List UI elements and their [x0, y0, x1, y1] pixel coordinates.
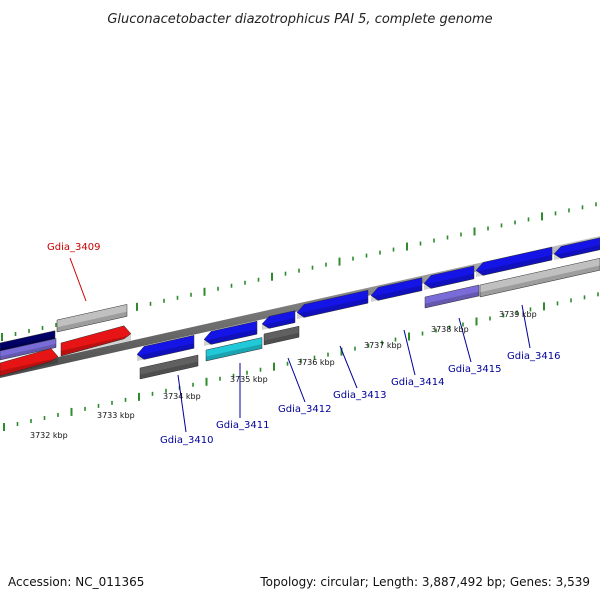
gene-gdia-3414-shade — [371, 285, 422, 302]
gene-rev-darkgray-2 — [263, 325, 300, 346]
gene-label-gdia-3416[interactable]: Gdia_3416 — [507, 351, 560, 362]
gene-gdia-3410-shade — [137, 343, 194, 361]
gene-rev-red-1 — [0, 348, 59, 377]
gene-rev-darkgray-2-shade — [264, 332, 299, 345]
gene-rev-lavender-2-shade — [425, 291, 479, 308]
gene-gdia-3417 — [553, 237, 600, 259]
gene-label-gdia-3412[interactable]: Gdia_3412 — [278, 404, 331, 415]
gene-rev-cyan-shade — [206, 344, 262, 361]
gene-labels: Gdia_3409 Gdia_3410 Gdia_3411 Gdia_3412 … — [47, 242, 560, 446]
gene-gdia-3413-shade — [297, 297, 368, 319]
topology-summary: Topology: circular; Length: 3,887,492 bp… — [259, 575, 590, 589]
gene-rev-cyan — [205, 337, 263, 362]
leader-gdia-3415 — [458, 317, 472, 363]
gene-gdia-3409 — [56, 304, 128, 333]
gene-gdia-3417-shade — [554, 244, 600, 260]
leader-gdia-3410 — [177, 374, 187, 433]
gene-gdia-3416 — [475, 246, 553, 276]
kbp-label: 3735 kbp — [230, 375, 268, 384]
kbp-labels: 3732 kbp 3733 kbp 3734 kbp 3735 kbp 3736… — [30, 310, 537, 440]
leader-gdia-3412 — [287, 357, 306, 403]
gene-rev-red-1-shade — [0, 357, 58, 376]
kbp-label: 3737 kbp — [364, 341, 402, 350]
leader-gdia-3416 — [521, 304, 531, 349]
gene-label-gdia-3414[interactable]: Gdia_3414 — [391, 377, 444, 388]
gene-rev-lavender-shade — [0, 343, 56, 360]
gene-gdia-3415-shade — [424, 273, 474, 290]
gene-gdia-3415 — [423, 265, 475, 289]
gene-gdia-3409-shade — [57, 311, 127, 332]
gene-rev-gray-shade — [480, 265, 600, 297]
label-leaders — [69, 257, 531, 433]
gene-gdia-3414 — [370, 277, 423, 301]
kbp-label: 3734 kbp — [163, 392, 201, 401]
gene-gdia-3410 — [136, 334, 195, 360]
gene-rev-red-2-shade — [61, 335, 131, 356]
gene-gdia-3411 — [203, 320, 258, 345]
kbp-label: 3733 kbp — [97, 411, 135, 420]
gene-gdia-3413 — [296, 289, 369, 318]
gene-rev-red-2 — [60, 325, 132, 357]
leader-gdia-3413 — [339, 345, 358, 389]
gene-gdia-3416-shade — [476, 254, 552, 277]
gene-rev-lavender — [0, 338, 57, 361]
gene-label-gdia-3415[interactable]: Gdia_3415 — [448, 364, 501, 375]
gene-gdia-3411-shade — [204, 328, 257, 346]
gene-label-gdia-3413[interactable]: Gdia_3413 — [333, 390, 386, 401]
kbp-label: 3738 kbp — [431, 325, 469, 334]
leader-gdia-3409 — [69, 257, 87, 302]
kbp-label: 3739 kbp — [499, 310, 537, 319]
gene-gdia-3412-shade — [262, 317, 295, 330]
gene-rev-darkgray-1 — [139, 354, 199, 380]
gene-rev-gray — [479, 257, 600, 298]
gene-rev-lavender-2 — [424, 284, 480, 309]
kbp-label: 3736 kbp — [297, 358, 335, 367]
leader-gdia-3414 — [403, 329, 416, 376]
kbp-label: 3732 kbp — [30, 431, 68, 440]
map-title: Gluconacetobacter diazotrophicus PAI 5, … — [107, 12, 492, 27]
gene-label-gdia-3409[interactable]: Gdia_3409 — [47, 242, 100, 253]
gene-rev-darkgray-1-shade — [140, 361, 198, 379]
gene-label-gdia-3411[interactable]: Gdia_3411 — [216, 420, 269, 431]
accession-text: Accession: NC_011365 — [8, 575, 144, 589]
gene-label-gdia-3410[interactable]: Gdia_3410 — [160, 435, 213, 446]
genes — [0, 237, 600, 380]
gene-gdia-3412 — [261, 310, 296, 329]
